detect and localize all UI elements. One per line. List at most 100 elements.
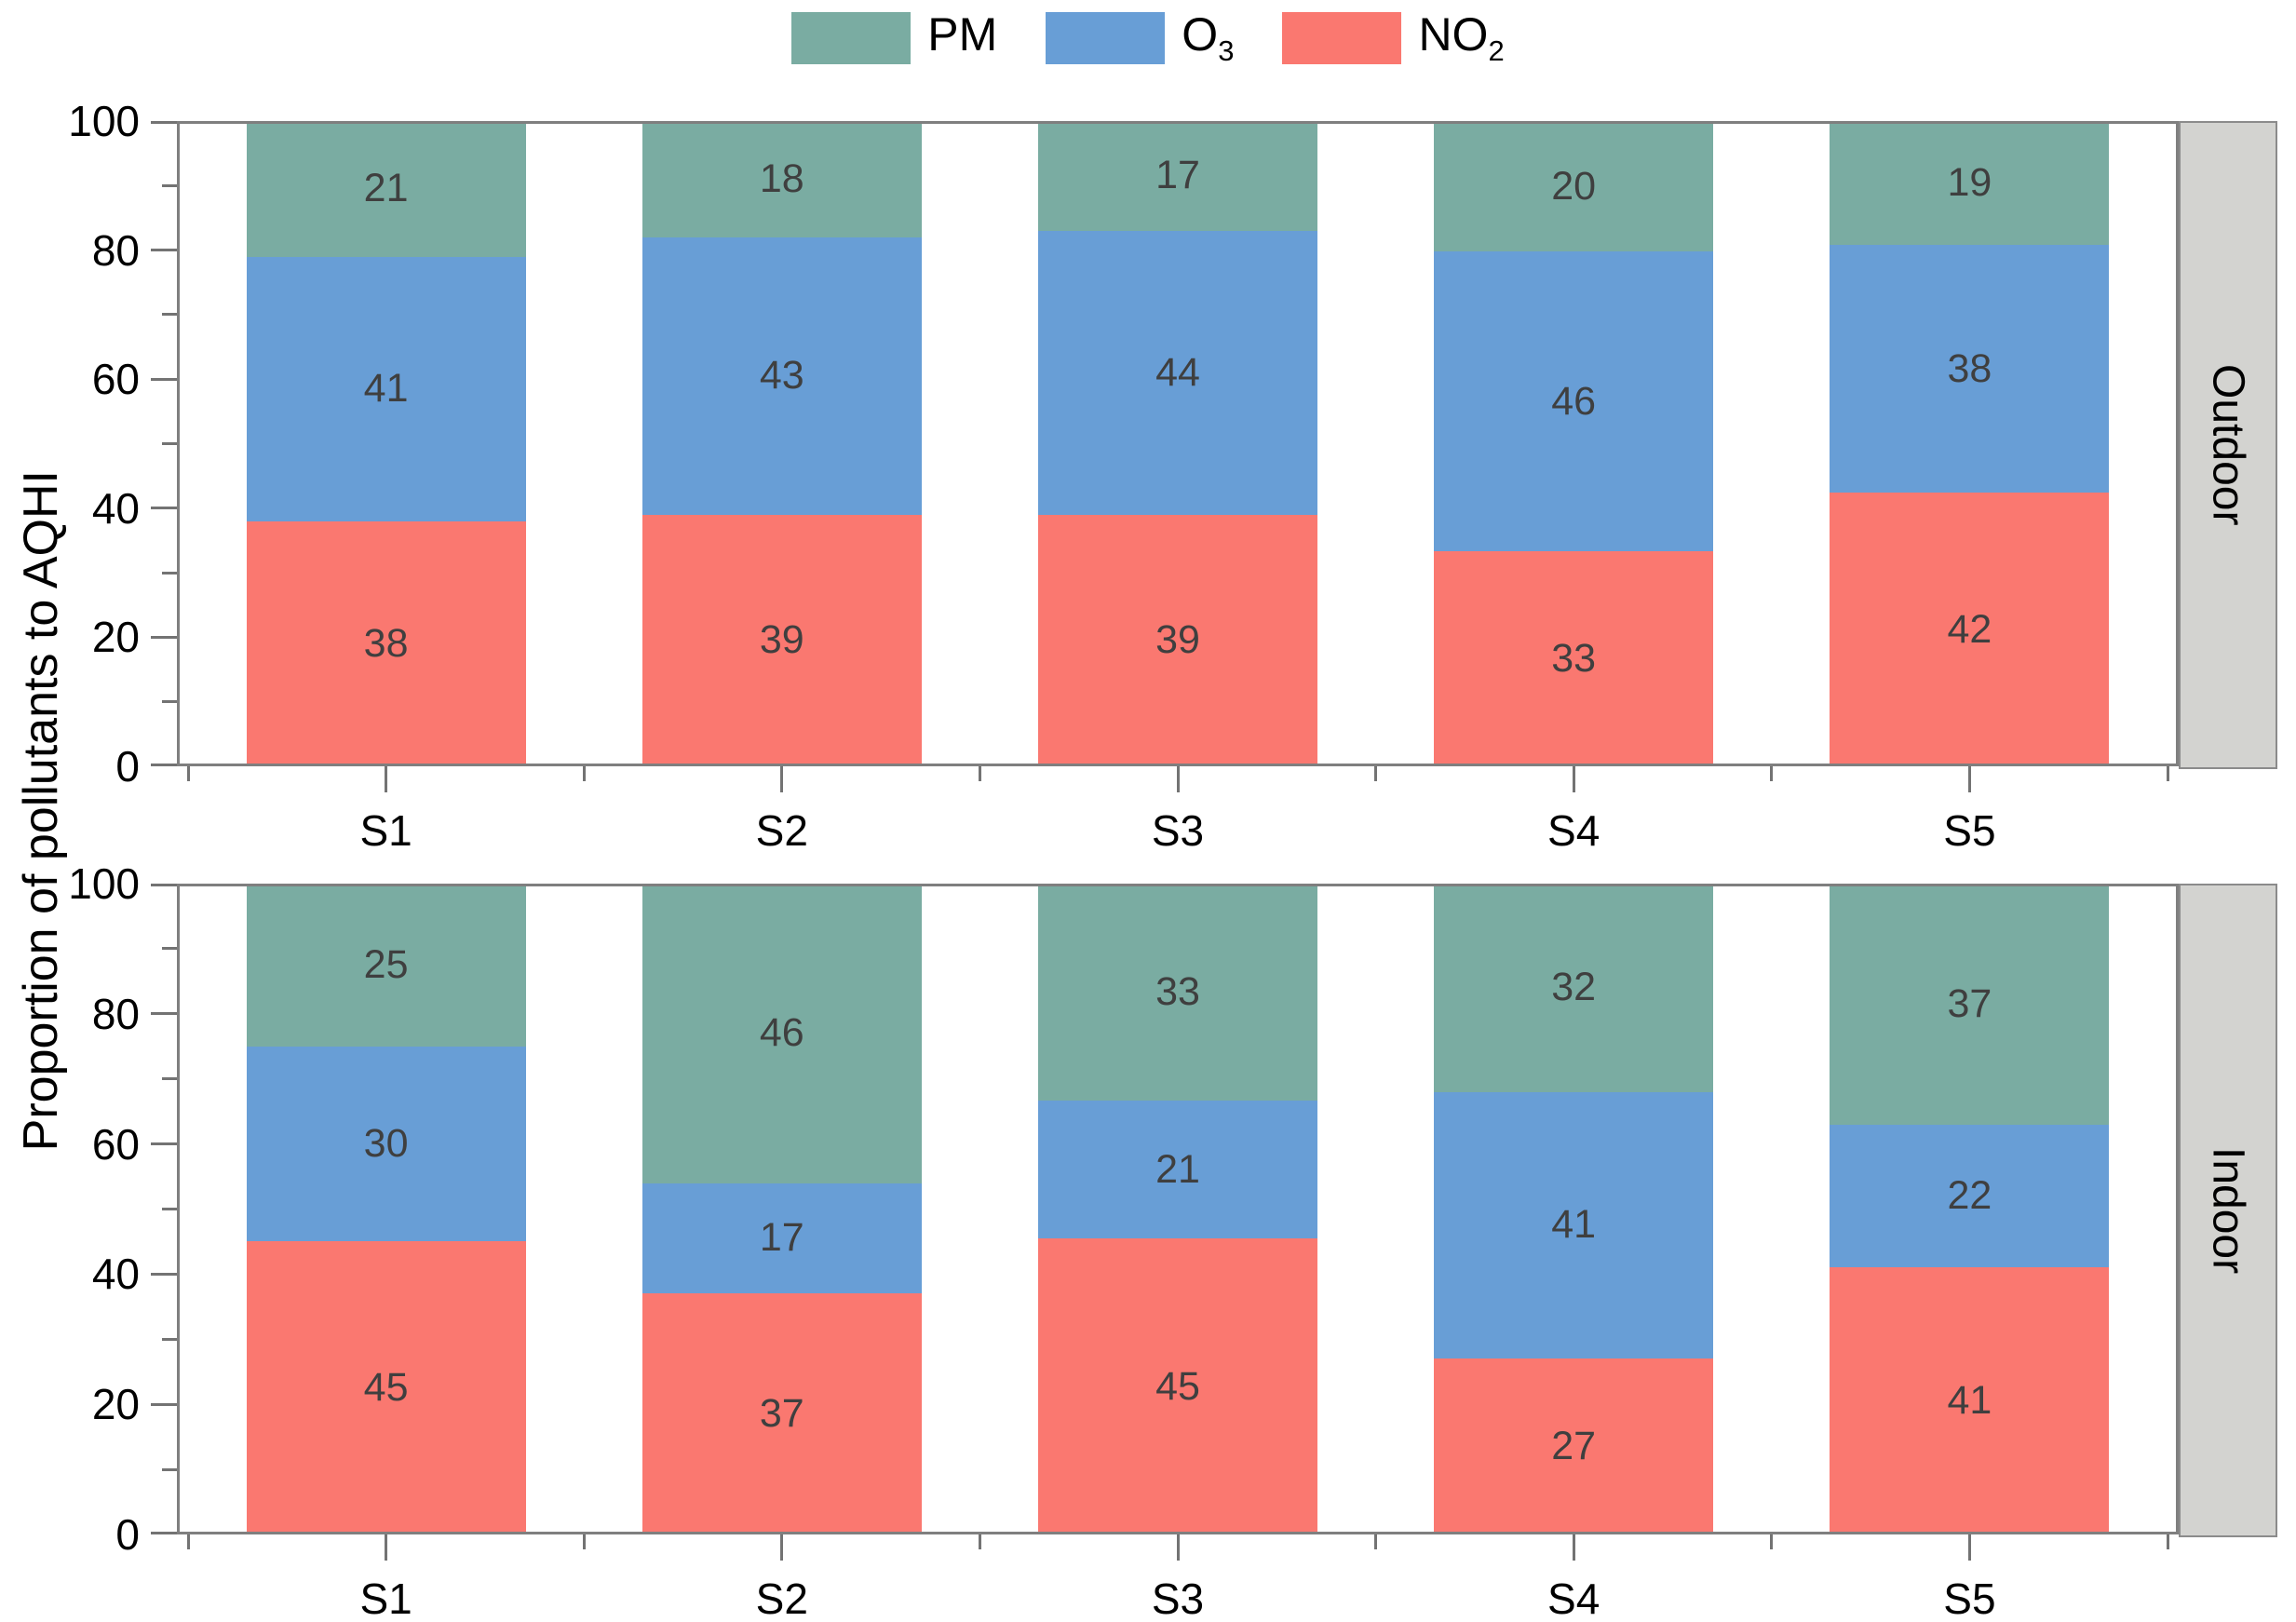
x-minor-tick: [582, 766, 586, 781]
bar-value-label: 30: [363, 1121, 409, 1167]
y-minor-tick: [162, 1337, 177, 1341]
bar-value-label: 46: [759, 1010, 804, 1056]
legend-item-o3: O3: [1046, 11, 1234, 65]
x-tick-label: S2: [755, 1575, 808, 1622]
bar-value-label: 20: [1551, 163, 1597, 209]
segment-no2: 39: [1038, 514, 1317, 766]
y-tick-label: 0: [115, 742, 140, 791]
y-major-tick: [151, 1012, 177, 1016]
bottom-axis-spine: [177, 1532, 2179, 1534]
x-major-tick: [780, 1534, 784, 1561]
bar-value-label: 21: [363, 166, 409, 211]
bar-value-label: 17: [759, 1215, 804, 1261]
x-minor-tick: [1770, 1534, 1774, 1549]
bar-value-label: 39: [1155, 617, 1200, 663]
x-tick-label: S5: [1943, 806, 1996, 855]
segment-no2: 27: [1434, 1358, 1714, 1534]
o3-color-swatch: [1046, 12, 1166, 64]
bar-value-label: 33: [1551, 636, 1597, 681]
x-tick-label: S2: [755, 806, 808, 855]
bar-value-label: 19: [1947, 160, 1992, 205]
segment-pm: 17: [1038, 121, 1317, 231]
bar-value-label: 38: [363, 620, 409, 666]
y-major-tick: [151, 1402, 177, 1406]
bar-value-label: 25: [363, 941, 409, 987]
y-tick-label: 100: [68, 97, 140, 145]
bottom-axis-spine: [177, 764, 2179, 766]
y-tick-label: 80: [91, 989, 140, 1038]
no2-color-swatch: [1282, 12, 1402, 64]
segment-o3: 30: [246, 1046, 526, 1242]
bar-value-label: 43: [759, 353, 804, 399]
y-tick-label: 0: [115, 1510, 140, 1559]
x-minor-tick: [1374, 766, 1378, 781]
y-minor-tick: [162, 700, 177, 704]
bar-outdoor-s5: 42 38 19: [1830, 121, 2110, 766]
panel-strip-label: Indoor: [2203, 1146, 2253, 1275]
y-major-tick: [151, 1142, 177, 1146]
x-tick-label: S1: [359, 806, 412, 855]
bar-outdoor-s2: 39 43 18: [642, 121, 922, 766]
bar-value-label: 22: [1947, 1173, 1992, 1219]
x-tick-label: S4: [1547, 1575, 1600, 1622]
y-major-tick: [151, 1532, 177, 1534]
segment-o3: 44: [1038, 230, 1317, 515]
y-tick-label: 80: [91, 225, 140, 275]
x-major-tick: [1572, 1534, 1575, 1561]
x-major-tick: [1967, 1534, 1971, 1561]
bar-outdoor-s4: 33 46 20: [1434, 121, 1714, 766]
segment-pm: 32: [1434, 884, 1714, 1092]
legend-item-no2: NO2: [1282, 8, 1505, 67]
segment-pm: 20: [1434, 121, 1714, 251]
bar-value-label: 41: [1947, 1378, 1992, 1424]
segment-no2: 42: [1830, 493, 2110, 766]
segment-no2: 45: [246, 1241, 526, 1534]
bar-indoor-s5: 41 22 37: [1830, 884, 2110, 1534]
legend-label-no2: NO2: [1418, 8, 1505, 67]
x-tick-label: S3: [1151, 1575, 1205, 1622]
bar-indoor-s4: 27 41 32: [1434, 884, 1714, 1534]
segment-o3: 22: [1830, 1124, 2110, 1268]
y-major-tick: [151, 121, 177, 124]
x-minor-tick: [2166, 766, 2169, 781]
bar-value-label: 37: [1947, 980, 1992, 1026]
bar-value-label: 21: [1155, 1146, 1200, 1192]
x-tick-label: S1: [359, 1575, 412, 1622]
segment-no2: 45: [1038, 1238, 1317, 1534]
y-tick-label: 100: [68, 859, 140, 908]
y-major-tick: [151, 884, 177, 886]
segment-no2: 39: [642, 514, 922, 766]
x-minor-tick: [978, 1534, 981, 1549]
panel-strip-outdoor: Outdoor: [2179, 121, 2277, 769]
bar-value-label: 45: [363, 1365, 409, 1411]
y-axis-title-container: Proportion of pollutants to AQHI: [13, 0, 69, 1622]
bar-indoor-s3: 45 21 33: [1038, 884, 1317, 1534]
segment-o3: 41: [246, 256, 526, 521]
segment-no2: 37: [642, 1293, 922, 1534]
panel-outdoor: 38 41 21 S1 39 43 18 S2 39 44 17 S3 33 46 20 S4 42 38 19 S5…: [68, 97, 2179, 855]
legend-item-pm: PM: [791, 11, 997, 65]
y-major-tick: [151, 507, 177, 510]
bar-indoor-s2: 37 17 46: [642, 884, 922, 1534]
y-minor-tick: [162, 1208, 177, 1210]
y-axis-title: Proportion of pollutants to AQHI: [14, 470, 68, 1152]
x-minor-tick: [186, 1534, 190, 1549]
bar-outdoor-s1: 38 41 21: [246, 121, 526, 766]
segment-pm: 33: [1038, 884, 1317, 1101]
x-tick-label: S4: [1547, 806, 1600, 855]
x-major-tick: [385, 1534, 388, 1561]
x-minor-tick: [1770, 766, 1774, 781]
panel-indoor: 45 30 25 S1 37 17 46 S2 45 21 33 S3 27 41 32 S4 41 22 37 S5…: [68, 859, 2179, 1622]
y-major-tick: [151, 635, 177, 639]
bar-value-label: 27: [1551, 1424, 1597, 1469]
left-axis-spine: [177, 884, 180, 1534]
x-major-tick: [780, 766, 784, 792]
y-major-tick: [151, 1272, 177, 1276]
bar-outdoor-s3: 39 44 17: [1038, 121, 1317, 766]
bar-value-label: 41: [1551, 1202, 1597, 1248]
x-minor-tick: [582, 1534, 586, 1549]
x-major-tick: [1176, 1534, 1180, 1561]
segment-no2: 41: [1830, 1267, 2110, 1534]
bar-value-label: 46: [1551, 378, 1597, 424]
